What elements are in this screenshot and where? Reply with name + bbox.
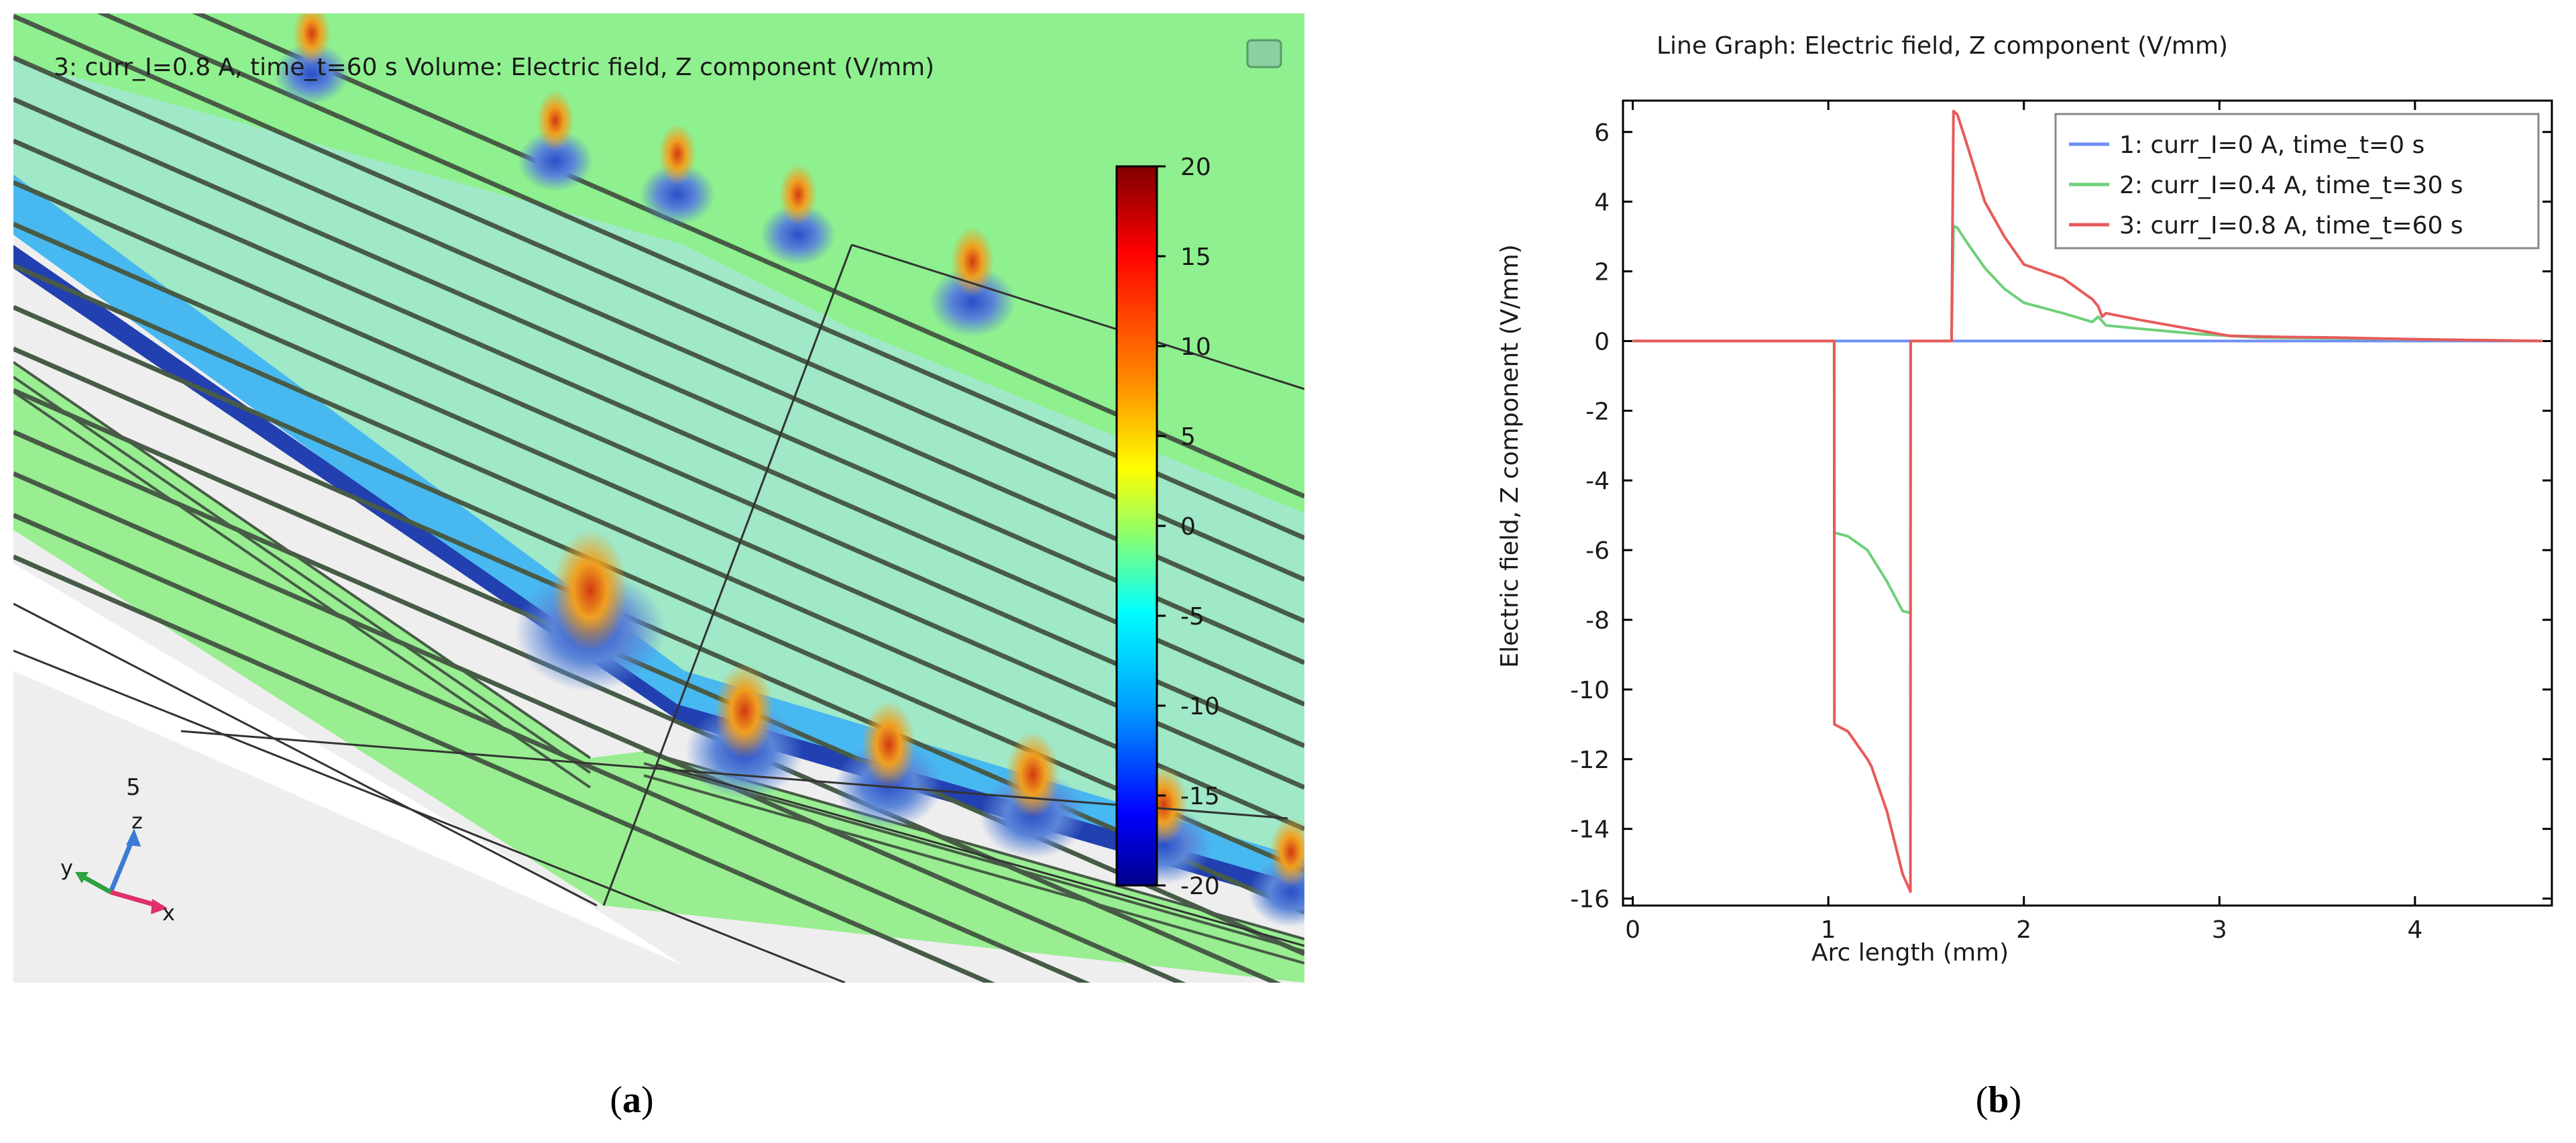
field-hot-spot	[1006, 731, 1060, 818]
winding-stripe	[13, 13, 1304, 582]
white-region	[13, 563, 684, 966]
legend: 1: curr_I=0 A, time_t=0 s 2: curr_I=0.4 A…	[2054, 113, 2540, 250]
winding-stripe	[13, 554, 995, 983]
field-cold-spot	[930, 267, 1015, 337]
colorbar	[1115, 165, 1158, 887]
colorbar-tick-label: 15	[1180, 243, 1211, 271]
triad-z-label: z	[131, 808, 143, 834]
y-tick-label: 0	[1594, 328, 1610, 356]
colorbar-tick-label: -10	[1180, 693, 1220, 720]
legend-label: 1: curr_I=0 A, time_t=0 s	[2119, 131, 2424, 159]
series-line-3	[1632, 109, 2542, 893]
field-hot-spot	[715, 663, 774, 759]
y-tick-label: -16	[1570, 886, 1610, 914]
x-axis-label: Arc length (mm)	[1811, 939, 2009, 967]
winding-stripe	[13, 97, 1304, 665]
legend-label: 3: curr_I=0.8 A, time_t=60 s	[2119, 212, 2463, 239]
x-tick-label: 0	[1625, 916, 1640, 944]
body-stripe	[13, 390, 592, 789]
field-hot-spot	[862, 701, 915, 788]
colorbar-tick-label: -20	[1180, 873, 1220, 900]
y-tick-label: 6	[1594, 119, 1610, 147]
colorbar-tick-label: -5	[1180, 603, 1205, 631]
legend-box	[2054, 113, 2540, 250]
axes-triad: 5 z y x	[60, 774, 175, 926]
y-axis-label: Electric field, Z component (V/mm)	[1496, 244, 1524, 668]
colorbar-tick-label: 10	[1180, 333, 1211, 361]
x-tick-label: 1	[1821, 916, 1836, 944]
view-marker-icon	[1246, 39, 1282, 68]
cyan-band	[13, 60, 1304, 879]
hotspot-group	[274, 13, 1304, 927]
y-tick-label: -10	[1570, 677, 1610, 704]
triad-x-label: x	[162, 900, 175, 926]
triad-number: 5	[126, 774, 141, 801]
caption-a-letter: a	[622, 1079, 641, 1121]
winding-stripe	[13, 388, 1304, 957]
winding-stripe	[13, 180, 1304, 749]
y-tick-label: -12	[1570, 747, 1610, 774]
field-plot-panel: 3: curr_I=0.8 A, time_t=60 s Volume: Ele…	[13, 13, 1304, 983]
colorbar-tick-label: 20	[1180, 154, 1211, 181]
winding-stripe	[13, 305, 1304, 873]
winding-stripe	[13, 138, 1304, 707]
upper-region	[13, 13, 1304, 513]
winding-stripe	[13, 263, 1304, 832]
colorbar-tick-label: -15	[1180, 783, 1220, 810]
field-cold-spot	[518, 130, 593, 192]
body-stripe	[13, 376, 592, 774]
field-hot-spot	[659, 123, 696, 185]
y-tick-label: -14	[1570, 816, 1610, 844]
triad-y-label: y	[60, 855, 73, 881]
body-stripe	[13, 361, 592, 759]
x-tick-label: 4	[2407, 916, 2422, 944]
field-hot-spot	[537, 90, 574, 152]
y-tick-label: 4	[1594, 189, 1610, 217]
caption-b: (b)	[1975, 1079, 2022, 1121]
series-line-2	[1632, 225, 2542, 614]
winding-stripe	[97, 13, 1304, 541]
caption-b-letter: b	[1988, 1079, 2009, 1121]
field-plot-title: 3: curr_I=0.8 A, time_t=60 s Volume: Ele…	[54, 54, 934, 81]
caption-a: (a)	[610, 1079, 654, 1121]
y-tick-label: -8	[1585, 607, 1610, 635]
field-hot-spot	[553, 529, 628, 651]
winding-stripe	[13, 221, 1304, 790]
colorbar-tick-label: 5	[1180, 423, 1196, 451]
field-cold-spot	[640, 164, 715, 225]
structure-lines	[13, 243, 1304, 983]
y-tick-label: 2	[1594, 259, 1610, 286]
y-tick-label: -4	[1585, 468, 1610, 495]
field-cold-spot	[761, 204, 836, 266]
chart-title: Line Graph: Electric field, Z component …	[1657, 32, 2228, 60]
plot-area: 0 1 2 3 4 6 4 2 0 -2 -4 -6 -8 -10 -12 -14 -16 1: curr_I=0…	[1570, 99, 2553, 944]
field-hot-spot	[951, 227, 994, 296]
x-tick-label: 2	[2016, 916, 2031, 944]
y-tick-label: -6	[1585, 537, 1610, 565]
colorbar-ticks: 20 15 10 5 0 -5 -10 -15 -20	[1157, 154, 1220, 900]
line-graph-panel: Line Graph: Electric field, Z component …	[1496, 32, 2553, 967]
winding-stripe	[13, 55, 1304, 624]
body-stripe	[643, 774, 1304, 965]
lower-region	[13, 362, 1304, 983]
legend-label: 2: curr_I=0.4 A, time_t=30 s	[2119, 172, 2463, 199]
field-cold-spot	[274, 43, 349, 105]
field-hot-spot	[1270, 817, 1304, 887]
field-hot-spot	[293, 13, 331, 64]
winding-stripe	[13, 512, 1091, 983]
x-tick-label: 3	[2212, 916, 2227, 944]
field-hot-spot	[779, 164, 817, 225]
y-tick-label: -2	[1585, 398, 1610, 425]
colorbar-tick-label: 0	[1180, 513, 1196, 541]
